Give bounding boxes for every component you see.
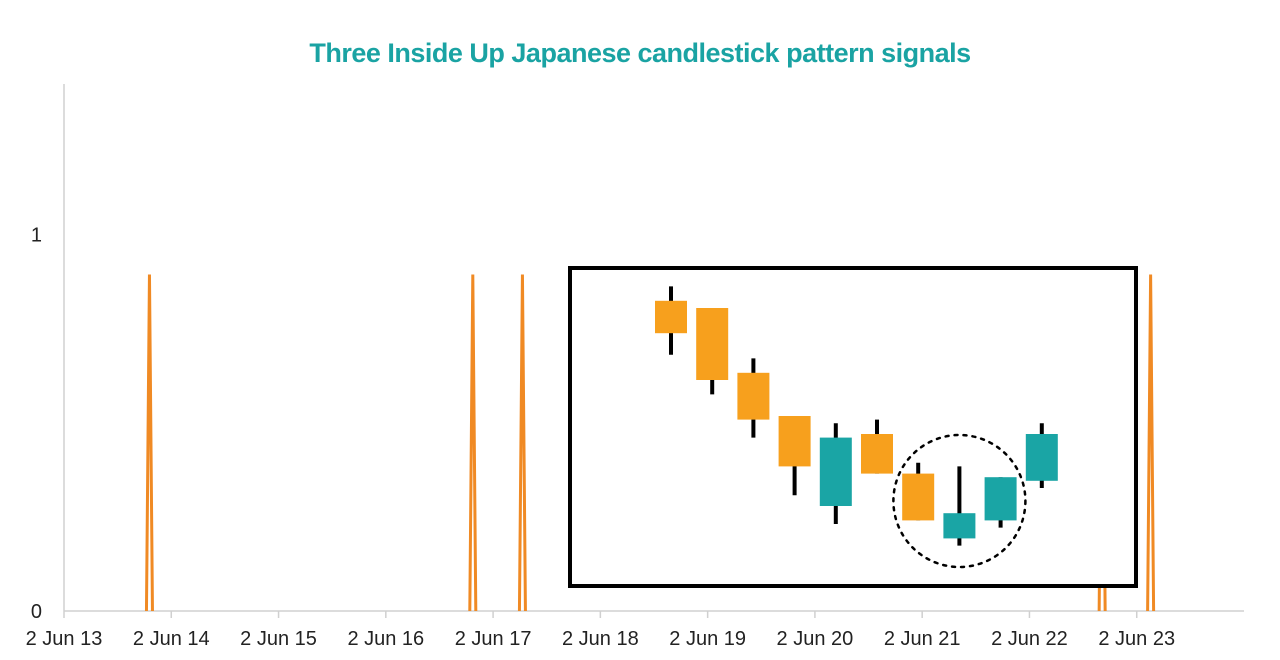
signal-spike: [468, 274, 478, 612]
x-tick-label: 2 Jun 17: [455, 628, 532, 650]
pattern-highlight-circle: [892, 433, 1027, 569]
signal-spike: [144, 274, 154, 612]
inset-frame: [568, 266, 1138, 588]
x-tick-label: 2 Jun 13: [26, 628, 103, 650]
x-tick-label: 2 Jun 18: [562, 628, 639, 650]
signal-spike: [517, 274, 527, 612]
candlestick-inset: [568, 266, 1138, 588]
x-tick-label: 2 Jun 15: [240, 628, 317, 650]
x-tick-label: 2 Jun 16: [347, 628, 424, 650]
candle-body: [655, 300, 687, 334]
candle-body: [861, 434, 893, 474]
chart-title: Three Inside Up Japanese candlestick pat…: [309, 38, 971, 68]
y-tick-label: 0: [31, 601, 42, 623]
x-tick-group: 2 Jun 13 2 Jun 14 2 Jun 15 2 Jun 16 2 Jun 17…: [26, 611, 1175, 650]
x-tick-label: 2 Jun 14: [133, 628, 210, 650]
candle-body: [737, 372, 770, 420]
candle-body: [778, 416, 811, 467]
candle-body: [902, 473, 935, 521]
x-tick-label: 2 Jun 20: [777, 628, 854, 650]
x-tick-label: 2 Jun 21: [884, 628, 961, 650]
candle-body: [696, 308, 729, 380]
y-tick-label: 1: [31, 225, 42, 247]
x-tick-label: 2 Jun 23: [1098, 628, 1175, 650]
x-tick-label: 2 Jun 22: [991, 628, 1068, 650]
candle-body: [1025, 434, 1058, 481]
candle-body: [819, 437, 852, 506]
x-tick-label: 2 Jun 19: [669, 628, 746, 650]
signal-spike: [1146, 274, 1156, 612]
candle-body: [943, 513, 976, 539]
candle-body: [984, 477, 1017, 521]
y-tick-group: 01: [31, 225, 42, 623]
